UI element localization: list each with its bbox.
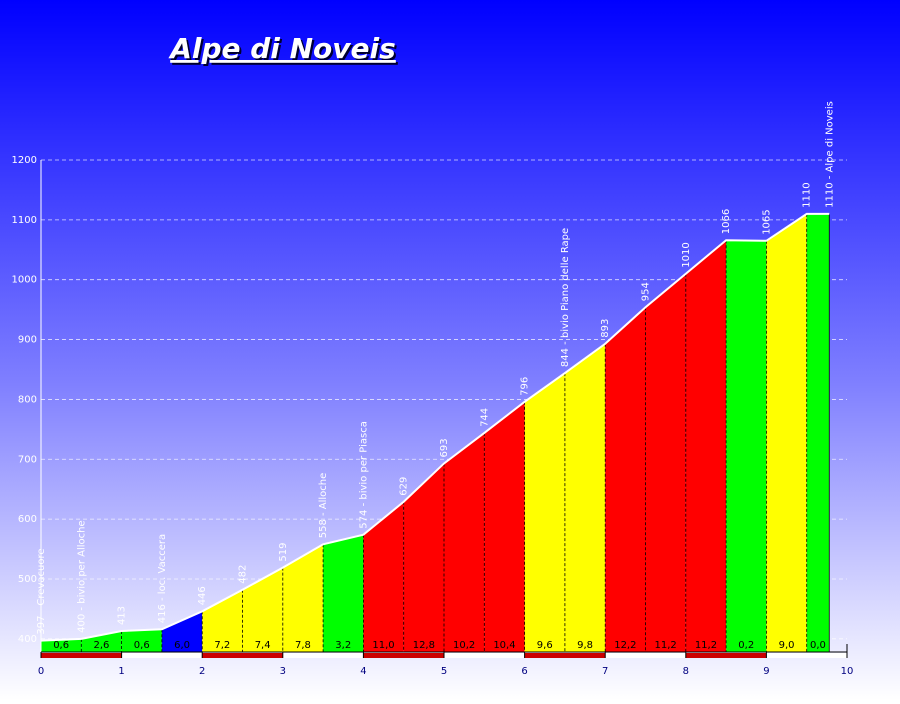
profile-segment [605, 307, 646, 652]
x-tick-label: 4 [360, 666, 366, 677]
point-label: 519 [278, 543, 289, 562]
gradient-label: 9,0 [779, 640, 795, 651]
profile-segment [41, 638, 82, 652]
y-tick-label: 500 [18, 574, 37, 585]
gradient-label: 3,2 [335, 640, 351, 651]
point-label: 446 [197, 586, 208, 605]
gradient-label: 11,2 [695, 640, 717, 651]
gradient-label: 0,6 [53, 640, 69, 651]
km-strip [202, 653, 283, 658]
y-tick-label: 800 [18, 394, 37, 405]
profile-segment [121, 629, 162, 652]
point-label: 844 - bivio Piano delle Rape [560, 228, 571, 367]
gradient-label: 6,0 [174, 640, 190, 651]
point-label: 482 [238, 565, 249, 584]
profile-segment [202, 589, 243, 652]
gradient-label: 11,0 [372, 640, 394, 651]
km-strip [282, 653, 364, 658]
point-label: 796 [520, 377, 531, 396]
y-tick-label: 1100 [12, 215, 37, 226]
point-label: 629 [399, 477, 410, 496]
km-strip [524, 653, 606, 658]
profile-segment [484, 401, 525, 652]
point-label: 893 [600, 319, 611, 338]
gradient-label: 2,6 [93, 640, 109, 651]
point-label: 400 - bivio per Alloche [76, 520, 87, 632]
profile-segment [645, 273, 686, 652]
gradient-label: 11,2 [655, 640, 677, 651]
point-label: 1110 - Alpe di Noveis [824, 101, 835, 208]
x-tick-label: 3 [280, 666, 286, 677]
point-label: 416 - loc. Vaccera [157, 534, 168, 623]
km-strip [444, 653, 525, 658]
km-strip [605, 653, 686, 658]
point-label: 574 - bivio per Piasca [358, 421, 369, 529]
point-label: 954 [641, 282, 652, 301]
x-tick-label: 2 [199, 666, 205, 677]
x-tick-label: 6 [521, 666, 527, 677]
profile-segment [685, 240, 727, 652]
x-tick-label: 9 [763, 666, 769, 677]
profile-line [40, 212, 830, 642]
gradient-label: 0,0 [810, 640, 826, 651]
profile-segment [444, 432, 485, 652]
profile-segment [726, 240, 767, 652]
y-tick-label: 400 [18, 634, 37, 645]
y-tick-label: 1200 [12, 155, 37, 166]
gradient-label: 12,8 [413, 640, 435, 651]
chart-title: Alpe di Noveis [168, 32, 396, 65]
profile-segment [81, 631, 122, 652]
profile-segment [161, 611, 203, 652]
gradient-label: 12,2 [614, 640, 636, 651]
y-tick-label: 1000 [12, 275, 37, 286]
y-tick-label: 900 [18, 335, 37, 346]
point-label: 1065 [761, 209, 772, 234]
profile-segment [403, 463, 444, 652]
profile-segment [524, 373, 565, 652]
gradient-label: 0,6 [134, 640, 150, 651]
profile-segment [564, 343, 606, 652]
x-tick-label: 5 [441, 666, 447, 677]
gradient-label: 9,8 [577, 640, 593, 651]
point-label: 413 [117, 606, 128, 625]
gradient-label: 9,6 [537, 640, 553, 651]
y-tick-label: 600 [18, 514, 37, 525]
gradient-label: 0,2 [738, 640, 754, 651]
x-tick-label: 8 [683, 666, 689, 677]
profile-segment [806, 213, 830, 653]
gradient-label: 7,8 [295, 640, 311, 651]
point-label: 558 - Alloche [318, 473, 329, 539]
point-label: 693 [439, 438, 450, 457]
km-strip [41, 653, 122, 658]
profile-segment [323, 534, 364, 652]
point-label: 744 [479, 408, 490, 427]
point-label: 1110 [802, 182, 813, 207]
x-tick-label: 10 [841, 666, 854, 677]
km-strip [685, 653, 767, 658]
x-tick-label: 7 [602, 666, 608, 677]
title-shadow: Alpe di Noveis [170, 34, 398, 67]
profile-segment [282, 544, 324, 652]
gradient-label: 7,4 [255, 640, 271, 651]
x-tick-label: 1 [118, 666, 124, 677]
gradient-label: 10,2 [453, 640, 475, 651]
profile-segment [242, 567, 283, 652]
gradient-label: 7,2 [214, 640, 230, 651]
x-tick-label: 0 [38, 666, 44, 677]
point-label: 1010 [681, 242, 692, 267]
profile-segment [363, 501, 404, 652]
km-strip [363, 653, 444, 658]
km-strip [121, 653, 203, 658]
gradient-label: 10,4 [493, 640, 515, 651]
y-tick-label: 700 [18, 454, 37, 465]
profile-segment [766, 213, 807, 653]
km-strip [766, 653, 847, 658]
point-label: 1066 [721, 209, 732, 234]
